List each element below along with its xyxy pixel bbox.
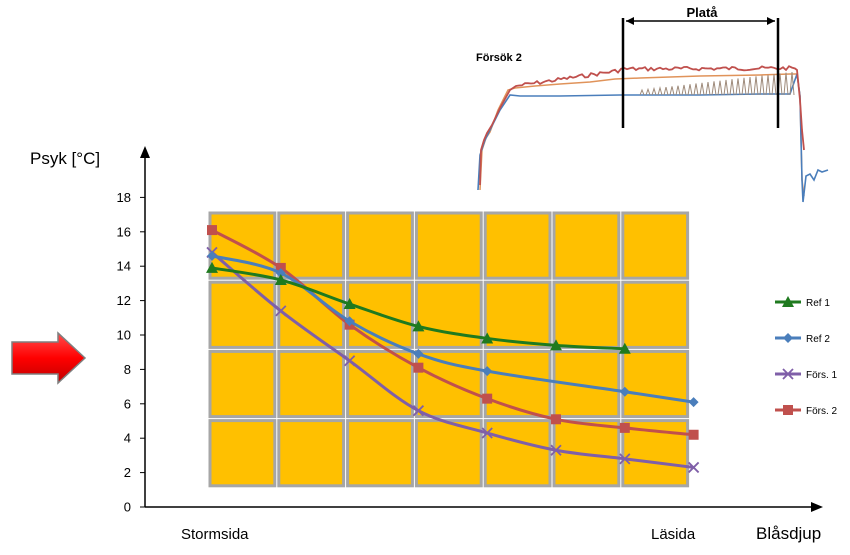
data-point: [782, 368, 794, 380]
background-panel: [346, 211, 414, 280]
data-point: [550, 444, 562, 456]
y-axis-arrowhead: [140, 146, 150, 158]
background-panel: [414, 419, 483, 488]
data-point: [482, 366, 493, 377]
y-tick-label: 12: [117, 293, 131, 308]
right-arrow-icon: [11, 331, 87, 385]
data-point: [412, 405, 425, 417]
series-line: [211, 228, 694, 437]
data-point: [412, 320, 425, 332]
y-tick-label: 8: [124, 362, 131, 377]
data-point: [206, 261, 218, 273]
background-panel: [208, 280, 277, 349]
x-end-label: Läsida: [651, 526, 696, 543]
background-panel: [483, 211, 552, 280]
legend: Ref 1 Ref 2 Förs. 1 Förs. 2: [775, 296, 838, 417]
data-point: [344, 316, 355, 327]
data-point: [274, 273, 287, 285]
series-ref-1: [206, 261, 631, 354]
series-group: [206, 225, 700, 474]
background-panel: [621, 211, 690, 280]
inset-trace: Försök 2 Platå: [476, 5, 829, 203]
data-point: [275, 305, 287, 317]
y-tick-label: 16: [117, 224, 131, 239]
legend-item: Ref 1: [775, 296, 830, 309]
data-point: [688, 429, 699, 440]
y-tick-label: 0: [124, 500, 131, 515]
data-point: [481, 427, 493, 439]
data-point: [551, 414, 561, 425]
data-point: [687, 461, 700, 474]
data-point: [413, 348, 424, 359]
background-panel: [277, 419, 346, 488]
data-point: [619, 386, 630, 397]
legend-label: Ref 1: [806, 298, 830, 309]
data-point: [619, 453, 631, 465]
data-point: [550, 339, 562, 351]
data-point: [275, 268, 286, 279]
legend-item: Ref 2: [775, 333, 830, 345]
background-panel: [414, 211, 483, 280]
background-panel: [621, 280, 690, 349]
data-point: [783, 405, 793, 415]
data-point: [207, 225, 217, 236]
plateau-right-arrowhead: [767, 17, 775, 25]
plateau-left-arrowhead: [626, 17, 634, 25]
data-point: [207, 250, 217, 261]
inset-orange-trace: [479, 73, 805, 197]
y-tick-label: 6: [124, 396, 131, 411]
y-tick-label: 2: [124, 465, 131, 480]
data-point: [343, 355, 356, 367]
legend-label: Förs. 2: [806, 406, 838, 417]
data-point: [275, 262, 286, 273]
y-tick-label: 18: [117, 190, 131, 205]
data-point: [782, 296, 794, 307]
plateau-label: Platå: [686, 5, 718, 20]
data-point: [482, 393, 493, 404]
data-point: [688, 397, 699, 408]
data-point: [481, 332, 494, 344]
inset-title: Försök 2: [476, 52, 522, 64]
legend-item: Förs. 1: [775, 368, 838, 381]
y-tick-label: 14: [117, 259, 131, 274]
inset-spikes: [639, 71, 795, 96]
background-panel: [621, 419, 690, 488]
background-panel: [208, 419, 277, 488]
x-axis-arrowhead: [811, 502, 823, 512]
legend-item: Förs. 2: [775, 405, 838, 417]
background-panel: [621, 349, 690, 419]
x-axis-label: Blåsdjup: [756, 524, 821, 543]
background-panel: [483, 419, 552, 488]
x-start-label: Stormsida: [181, 526, 249, 543]
background-panel: [208, 349, 277, 419]
series-ref-2: [207, 250, 699, 408]
background-panel: [277, 211, 346, 280]
background-panel: [552, 211, 621, 280]
background-panel: [346, 419, 414, 488]
data-point: [619, 422, 630, 433]
background-panels: [208, 211, 690, 488]
background-panel: [552, 280, 621, 349]
data-point: [783, 333, 793, 343]
legend-label: Förs. 1: [806, 370, 838, 381]
y-axis-label: Psyk [°C]: [30, 149, 100, 168]
background-panel: [277, 349, 346, 419]
y-ticks: 0 2 4 6 8 10 12 14 16 18: [117, 190, 145, 515]
background-panel: [483, 349, 552, 419]
background-panel: [483, 280, 552, 349]
data-point: [413, 362, 424, 373]
axes: 0 2 4 6 8 10 12 14 16 18 Psyk [°C] Blåsdjup Storm…: [30, 146, 823, 543]
data-point: [343, 298, 356, 310]
legend-label: Ref 2: [806, 334, 830, 345]
y-tick-label: 10: [117, 328, 131, 343]
y-tick-label: 4: [124, 431, 131, 446]
inset-red-trace: [479, 65, 805, 186]
data-point: [618, 342, 631, 354]
